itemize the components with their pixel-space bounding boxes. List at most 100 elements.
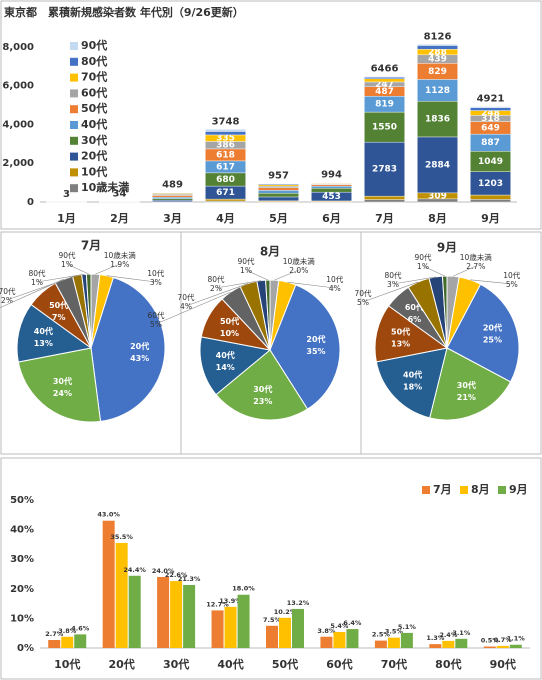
x-tick-label: 50代	[272, 657, 298, 671]
data-label: 13.2%	[287, 599, 310, 607]
leader-line	[185, 283, 249, 307]
data-label: 1203	[478, 179, 503, 189]
total-label: 489	[162, 180, 183, 191]
bar-segment	[470, 199, 511, 203]
y-tick-label: 30%	[10, 554, 34, 565]
data-label: 13.9%	[219, 597, 242, 605]
slice-label: 10代	[326, 274, 344, 284]
bar-segment	[258, 193, 299, 198]
x-tick-label: 90代	[490, 657, 516, 671]
bar-segment	[364, 76, 405, 78]
bar	[224, 606, 237, 648]
x-tick-label: 5月	[269, 212, 288, 225]
total-label: 8126	[424, 31, 452, 42]
bar	[183, 584, 196, 648]
bar	[279, 617, 291, 648]
bar-segment	[205, 131, 246, 136]
slice-value: 25%	[483, 336, 502, 345]
slice-label: 50代	[49, 300, 68, 310]
bar-segment	[417, 45, 458, 50]
bar-segment	[258, 190, 299, 194]
data-label: 5.4%	[330, 622, 349, 630]
bar	[509, 644, 522, 648]
slice-value: 35%	[306, 347, 325, 356]
legend-swatch	[460, 486, 468, 494]
bar-segment	[152, 195, 193, 198]
data-label: 24.4%	[123, 566, 146, 574]
slice-label: 40代	[403, 369, 422, 379]
pie-slice	[17, 347, 102, 423]
data-label: 1550	[372, 123, 397, 133]
data-label: 2.5%	[372, 631, 391, 639]
x-tick-label: 20代	[109, 657, 135, 671]
y-tick-label: 10%	[10, 613, 34, 624]
slice-label: 20代	[130, 341, 149, 351]
slice-value: 4%	[180, 302, 192, 311]
x-tick-label: 40代	[217, 657, 243, 671]
data-label: 829	[428, 67, 447, 77]
slice-value: 21%	[457, 393, 476, 402]
bar	[442, 640, 455, 648]
slice-label: 90代	[237, 256, 255, 266]
data-label: 35.5%	[110, 533, 133, 541]
data-label: 288	[428, 48, 447, 58]
leader-line	[66, 263, 89, 275]
legend-swatch	[70, 42, 78, 50]
data-label: 386	[216, 141, 235, 151]
total-label: 994	[321, 170, 342, 181]
data-label: 3.8%	[317, 627, 336, 635]
x-tick-label: 1月	[57, 212, 76, 225]
bar-segment	[470, 107, 511, 111]
slice-value: 14%	[216, 363, 235, 372]
data-label: 618	[216, 150, 235, 160]
bar-segment	[205, 129, 246, 132]
y-tick-label: 2,000	[2, 158, 34, 169]
bar	[483, 646, 496, 648]
x-tick-label: 80代	[435, 657, 461, 671]
pie-slice	[269, 284, 341, 410]
data-label: 1836	[425, 115, 450, 125]
legend-swatch	[70, 152, 78, 161]
slice-label: 20代	[306, 334, 325, 344]
data-label: 3.8%	[58, 627, 77, 635]
slice-value: 2%	[1, 296, 13, 305]
x-tick-label: 6月	[322, 212, 341, 225]
slice-label: 30代	[253, 384, 272, 394]
data-label: 21.3%	[178, 575, 201, 583]
data-label: 617	[216, 162, 235, 172]
data-label: 318	[481, 114, 500, 124]
x-tick-label: 10代	[54, 657, 80, 671]
bar	[48, 640, 61, 648]
data-label: 0.7%	[494, 636, 513, 644]
data-label: 43.0%	[97, 511, 120, 519]
panel-border	[0, 457, 542, 680]
pie-title: 8月	[260, 245, 280, 259]
legend-swatch	[70, 105, 78, 114]
data-label: 887	[481, 138, 500, 148]
data-label: 18.0%	[232, 585, 255, 593]
bar	[102, 520, 115, 648]
y-tick-label: 8,000	[2, 42, 34, 53]
x-tick-label: 60代	[326, 657, 352, 671]
slice-label: 40代	[216, 350, 235, 360]
data-label: 2783	[372, 165, 397, 175]
bar	[400, 632, 413, 648]
data-label: 3.1%	[452, 629, 471, 637]
y-tick-label: 50%	[10, 495, 34, 506]
bar-segment	[258, 196, 299, 202]
data-label: 10.2%	[274, 608, 297, 616]
legend-label: 10歳未満	[81, 180, 129, 194]
legend-label: 10代	[81, 164, 107, 178]
slice-label: 80代	[384, 270, 402, 280]
y-tick-label: 0%	[17, 643, 34, 654]
slice-label: 20代	[483, 323, 502, 333]
leader-line	[287, 281, 335, 289]
slice-value: 1%	[417, 262, 429, 271]
slice-value: 2%	[210, 284, 222, 293]
legend-swatch	[70, 73, 78, 82]
leader-line	[452, 265, 476, 277]
data-label: 453	[322, 192, 341, 202]
y-tick-label: 6,000	[2, 81, 34, 92]
slice-label: 80代	[28, 268, 46, 278]
slice-value: 1%	[240, 266, 252, 275]
